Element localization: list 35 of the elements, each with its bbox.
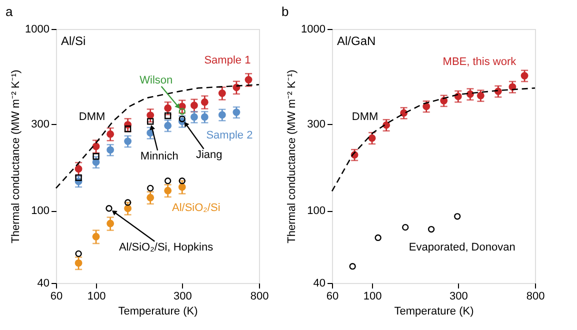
annotation: Jiang	[196, 148, 222, 161]
annotation: Al/Si	[61, 34, 86, 48]
y-tick-label: 1000	[301, 24, 326, 36]
x-tick-label: 300	[173, 290, 192, 302]
x-tick-label: 300	[449, 290, 468, 302]
y-tick-label: 300	[307, 118, 326, 131]
x-tick-label: 800	[250, 290, 269, 302]
y-tick-label: 100	[31, 205, 50, 218]
chart-title: b	[282, 4, 289, 19]
x-tick-label: 60	[50, 290, 63, 302]
annotation: Sample 2	[206, 129, 253, 142]
y-tick-label: 40	[37, 278, 50, 290]
x-axis-title: Temperature (K)	[394, 306, 474, 318]
y-tick-label: 1000	[25, 24, 50, 36]
annotation: Al/SiO₂/Si, Hopkins	[118, 241, 214, 254]
y-axis-title: Thermal conductance (MW m⁻² K⁻¹)	[10, 70, 22, 244]
x-tick-label: 60	[326, 290, 339, 302]
annotation: Al/SiO₂/Si	[172, 202, 220, 214]
x-tick-label: 800	[526, 290, 545, 302]
annotation: DMM	[78, 110, 106, 123]
x-tick-label: 100	[363, 290, 382, 302]
annotation: Sample 1	[204, 54, 251, 66]
x-tick-label: 100	[87, 290, 106, 302]
annotation: MBE, this work	[442, 56, 517, 68]
chart-title: a	[6, 4, 14, 19]
annotation: Evaporated, Donovan	[408, 241, 516, 254]
x-axis-title: Temperature (K)	[118, 306, 198, 318]
y-tick-label: 40	[313, 278, 326, 290]
annotation: Al/GaN	[337, 34, 376, 48]
y-tick-label: 300	[31, 118, 50, 131]
annotation: Wilson	[140, 74, 173, 86]
y-axis-title: Thermal conductance (MW m⁻² K⁻¹)	[286, 70, 298, 244]
annotation: Minnich	[140, 150, 178, 162]
annotation: DMM	[352, 110, 378, 123]
y-tick-label: 100	[307, 205, 326, 218]
